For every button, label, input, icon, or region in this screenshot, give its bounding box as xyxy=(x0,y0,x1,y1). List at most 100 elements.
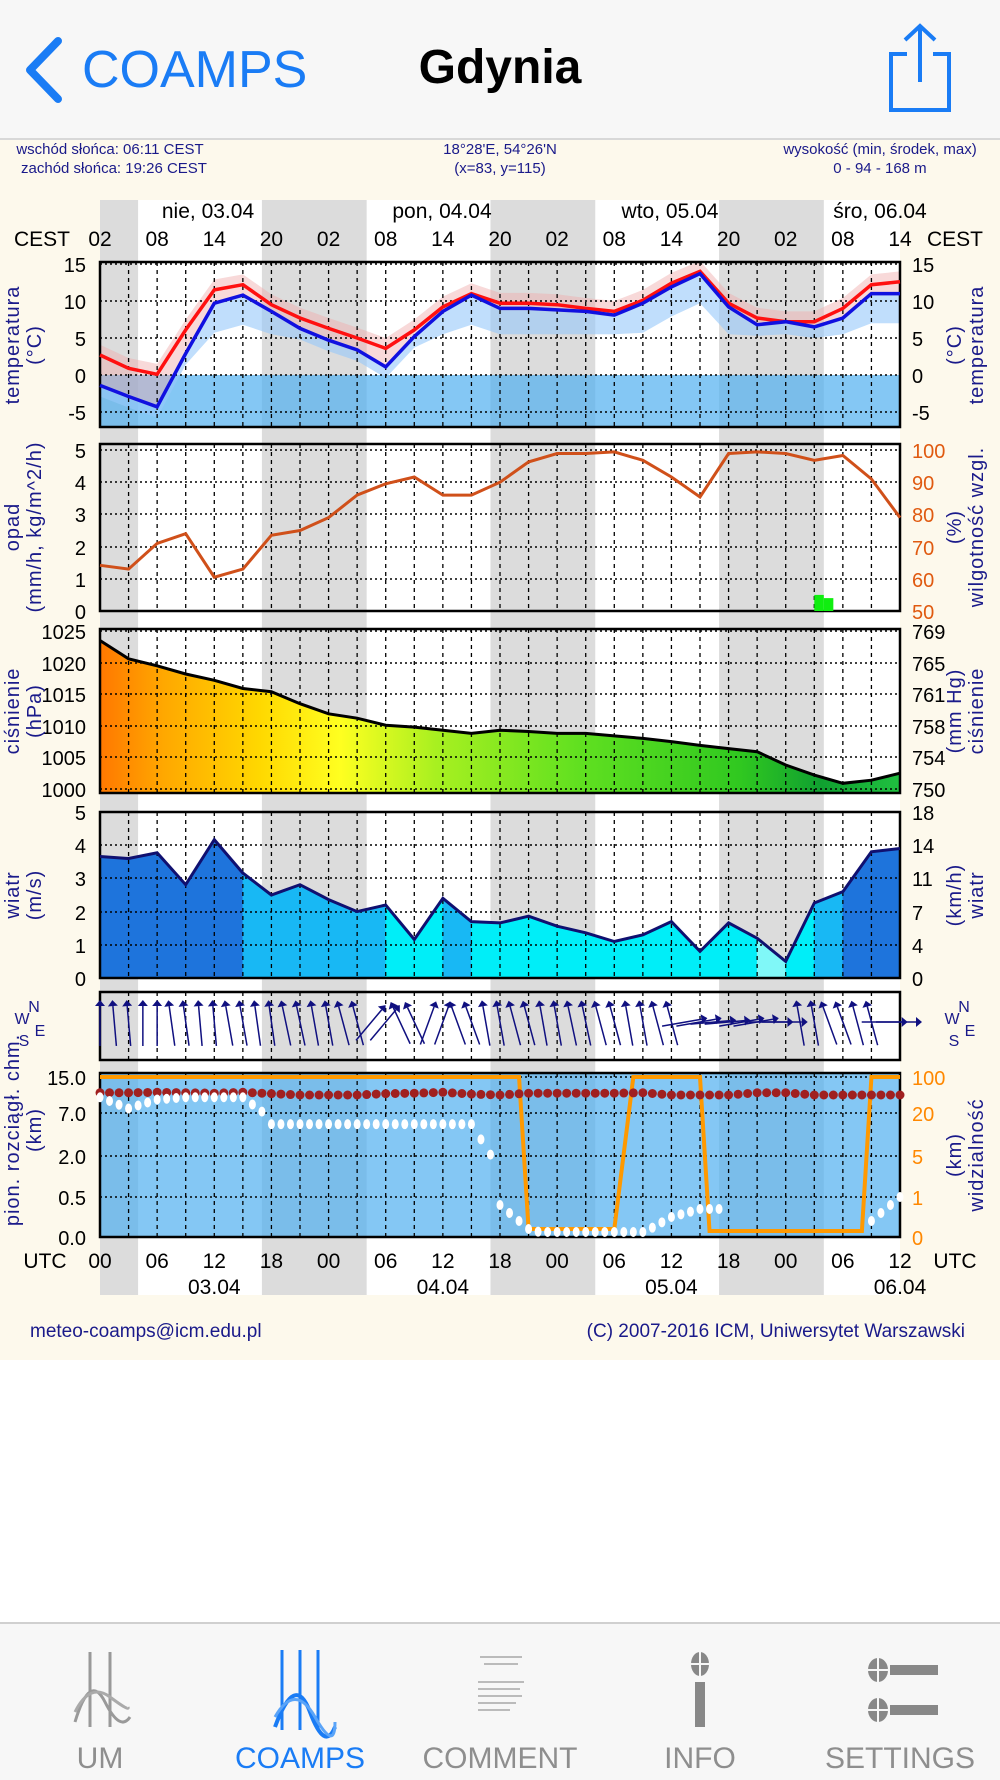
wind-ms-tick: 0 xyxy=(75,969,86,991)
cloud-top-dot xyxy=(628,1088,638,1098)
tab-info[interactable]: INFO xyxy=(600,1624,800,1780)
wind-arrow-shaft xyxy=(639,1006,648,1046)
tab-settings[interactable]: SETTINGS xyxy=(800,1624,1000,1780)
tab-coamps[interactable]: COAMPS xyxy=(200,1624,400,1780)
share-icon[interactable] xyxy=(885,22,955,114)
tab-label: COAMPS xyxy=(234,1742,366,1775)
temperature-red-line xyxy=(99,269,901,377)
precip-axis-label: (mm/h, kg/m^2/h) xyxy=(24,442,46,613)
bottom-tz-label-left: UTC xyxy=(23,1250,66,1273)
wind-arrow-head-icon xyxy=(662,1000,673,1008)
pressure-mmhg-tick: 758 xyxy=(912,717,945,739)
cloud-base-dot xyxy=(115,1099,123,1110)
wind-arrow-shaft xyxy=(197,1005,203,1046)
wind-speed-segment xyxy=(128,852,158,979)
cloud-km-tick: 0.0 xyxy=(58,1228,86,1250)
top-axis-tick: 08 xyxy=(145,228,168,251)
wind-arrow-shaft xyxy=(239,1006,248,1046)
humidity-line xyxy=(99,450,902,579)
wind-arrow-shaft xyxy=(482,1006,491,1046)
wind-arrow-shaft xyxy=(523,1006,536,1046)
cloud-base-dot xyxy=(239,1092,247,1103)
wind-arrow-shaft xyxy=(625,1006,634,1046)
tab-label: SETTINGS xyxy=(824,1742,975,1775)
cloud-base-dot xyxy=(134,1100,142,1111)
bottom-axis-tick: 00 xyxy=(774,1250,797,1273)
cloud-top-dot xyxy=(324,1090,334,1100)
cloud-top-dot xyxy=(381,1089,391,1099)
cloud-base-dot xyxy=(248,1099,256,1110)
cloud-base-dot xyxy=(706,1204,714,1214)
wind-kmh-tick: 7 xyxy=(912,903,923,925)
cloud-top-dot xyxy=(685,1090,695,1100)
bottom-axis-tick: 06 xyxy=(145,1250,168,1273)
wind-arrow-shaft xyxy=(496,1006,505,1046)
top-axis-tick: 20 xyxy=(488,228,511,251)
wind-speed-segment xyxy=(99,856,129,979)
wind-arrow-head-icon xyxy=(264,1000,275,1007)
cloud-top-dot xyxy=(571,1088,581,1098)
cloud-base-dot xyxy=(686,1206,694,1217)
wind-arrow-head-icon xyxy=(388,1002,398,1010)
footer-email[interactable]: meteo-coamps@icm.edu.pl xyxy=(30,1321,262,1342)
cloud-base-dot xyxy=(525,1224,533,1234)
pressure-axis-label: (hPa) xyxy=(24,684,46,738)
cloud-base-dot xyxy=(401,1119,409,1130)
cloud-top-dot xyxy=(428,1088,438,1098)
cloud-base-dot xyxy=(601,1227,609,1237)
temperature-blue-line xyxy=(99,271,900,409)
wind-kmh-tick: 0 xyxy=(912,969,923,991)
cloud-top-dot xyxy=(314,1090,324,1100)
cloud-top-dot xyxy=(790,1089,800,1098)
cloud-top-dot xyxy=(581,1088,591,1098)
chevron-left-icon xyxy=(26,37,62,103)
wind-arrow-head-icon xyxy=(549,1000,560,1008)
pressure-mmhg-tick: 754 xyxy=(912,748,945,770)
tab-um[interactable]: UM xyxy=(0,1624,200,1780)
top-axis-tick: 14 xyxy=(660,228,684,251)
wind-arrow-head-icon xyxy=(478,1000,488,1008)
wind-arrow-shaft xyxy=(553,1006,563,1046)
cloud-base-dot xyxy=(163,1093,171,1104)
cloud-top-dot xyxy=(457,1089,467,1098)
cloud-top-dot xyxy=(514,1089,524,1099)
tab-comment[interactable]: COMMENT xyxy=(400,1624,600,1780)
wind-arrow-shaft xyxy=(852,1006,865,1046)
page-title: Gdynia xyxy=(418,41,582,94)
cloud-base-dot xyxy=(515,1216,523,1226)
wind-arrow-head-icon xyxy=(591,1000,601,1008)
precip-tick: 0 xyxy=(75,602,86,624)
coordinates-text: 18°28'E, 54°26'N xyxy=(443,141,557,158)
wind-arrow-head-icon xyxy=(178,1000,189,1007)
wind-arrow-head-icon xyxy=(461,1001,471,1009)
pressure-hpa-tick: 1010 xyxy=(42,717,87,739)
cloud-top-dot xyxy=(343,1090,353,1100)
cloud-base-dot xyxy=(477,1134,485,1145)
wind-kmh-tick: 4 xyxy=(912,936,923,958)
cloud-top-dot xyxy=(295,1090,305,1100)
cloud-base-dot xyxy=(677,1209,685,1220)
wind-arrow-head-icon xyxy=(848,1000,858,1008)
sunset-text: zachód słońca: 19:26 CEST xyxy=(21,160,207,177)
wind-arrow-shaft xyxy=(509,1006,522,1046)
wind-arrow-head-icon xyxy=(832,1001,843,1009)
wind-arrow-head-icon xyxy=(220,1000,231,1008)
cloud-base-dot xyxy=(553,1227,561,1237)
pressure-hpa-tick: 1015 xyxy=(42,685,87,707)
cloud-base-dot xyxy=(229,1092,237,1103)
cloud-top-dot xyxy=(447,1088,457,1098)
wind-arrow-shaft xyxy=(866,1006,879,1046)
wind-arrow-head-icon xyxy=(818,1001,828,1009)
visibility-tick: 20 xyxy=(912,1104,934,1126)
wind-arrow-shaft xyxy=(406,1007,426,1045)
wind-arrow-head-icon xyxy=(801,1017,808,1027)
cloud-top-dot xyxy=(876,1090,886,1100)
wind-arrow-shaft xyxy=(676,1018,716,1027)
back-button[interactable]: COAMPS xyxy=(22,30,307,110)
wind-kmh-tick: 18 xyxy=(912,803,934,825)
top-axis-tick: 02 xyxy=(545,228,568,251)
pressure-axis-label-right: ciśnienie xyxy=(966,668,988,755)
wind-speed-segment xyxy=(814,891,844,979)
cloud-base-dot xyxy=(382,1119,390,1130)
wind-ms-tick: 1 xyxy=(75,936,86,958)
